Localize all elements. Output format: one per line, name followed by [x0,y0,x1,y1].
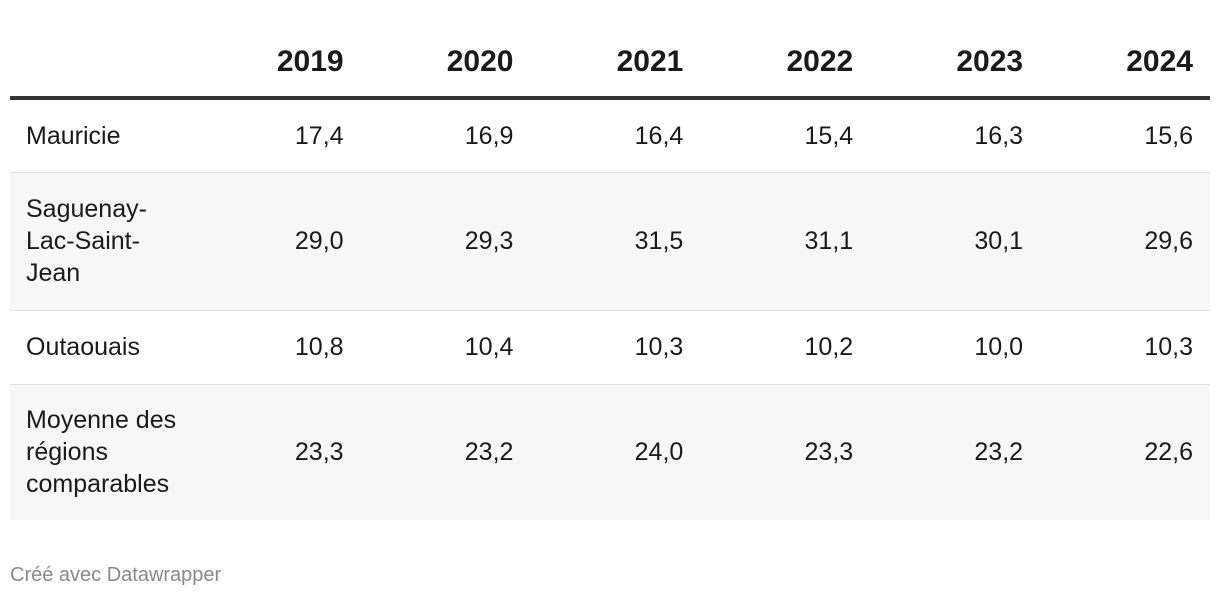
datawrapper-credit[interactable]: Créé avec Datawrapper [10,564,222,586]
table-cell: 24,0 [530,384,701,520]
table-cell: 10,4 [360,310,531,385]
table-cell: 23,3 [700,384,871,520]
header-cell-year: 2023 [870,0,1041,100]
data-table-container: 2019 2020 2021 2022 2023 2024 Mauricie 1… [10,0,1210,520]
row-label: Mauricie [10,98,191,173]
table-cell: 10,0 [870,310,1041,385]
table-cell: 10,3 [530,310,701,385]
header-row: 2019 2020 2021 2022 2023 2024 [10,0,1210,100]
table-cell: 16,4 [530,98,701,173]
table-cell: 29,6 [1040,172,1210,311]
data-table: 2019 2020 2021 2022 2023 2024 Mauricie 1… [10,0,1210,520]
table-row: Mauricie 17,4 16,9 16,4 15,4 16,3 15,6 [10,98,1210,173]
table-row: Moyenne des régions comparables 23,3 23,… [10,384,1210,520]
row-label: Moyenne des régions comparables [10,384,191,520]
table-cell: 16,9 [360,98,531,173]
header-cell-year: 2021 [530,0,701,100]
table-cell: 31,5 [530,172,701,311]
row-label: Saguenay-Lac-Saint-Jean [10,172,191,311]
table-cell: 22,6 [1040,384,1210,520]
header-cell-year: 2022 [700,0,871,100]
row-label: Outaouais [10,310,191,385]
table-row: Outaouais 10,8 10,4 10,3 10,2 10,0 10,3 [10,310,1210,385]
table-cell: 16,3 [870,98,1041,173]
table-cell: 10,8 [190,310,361,385]
table-cell: 23,2 [870,384,1041,520]
header-cell-label [10,0,191,100]
table-cell: 15,6 [1040,98,1210,173]
table-cell: 23,2 [360,384,531,520]
table-cell: 17,4 [190,98,361,173]
table-row: Saguenay-Lac-Saint-Jean 29,0 29,3 31,5 3… [10,172,1210,311]
table-cell: 10,2 [700,310,871,385]
table-cell: 31,1 [700,172,871,311]
table-cell: 29,3 [360,172,531,311]
table-cell: 15,4 [700,98,871,173]
header-cell-year: 2020 [360,0,531,100]
header-cell-year: 2019 [190,0,361,100]
table-cell: 30,1 [870,172,1041,311]
header-cell-year: 2024 [1040,0,1210,100]
table-cell: 29,0 [190,172,361,311]
table-cell: 23,3 [190,384,361,520]
table-cell: 10,3 [1040,310,1210,385]
